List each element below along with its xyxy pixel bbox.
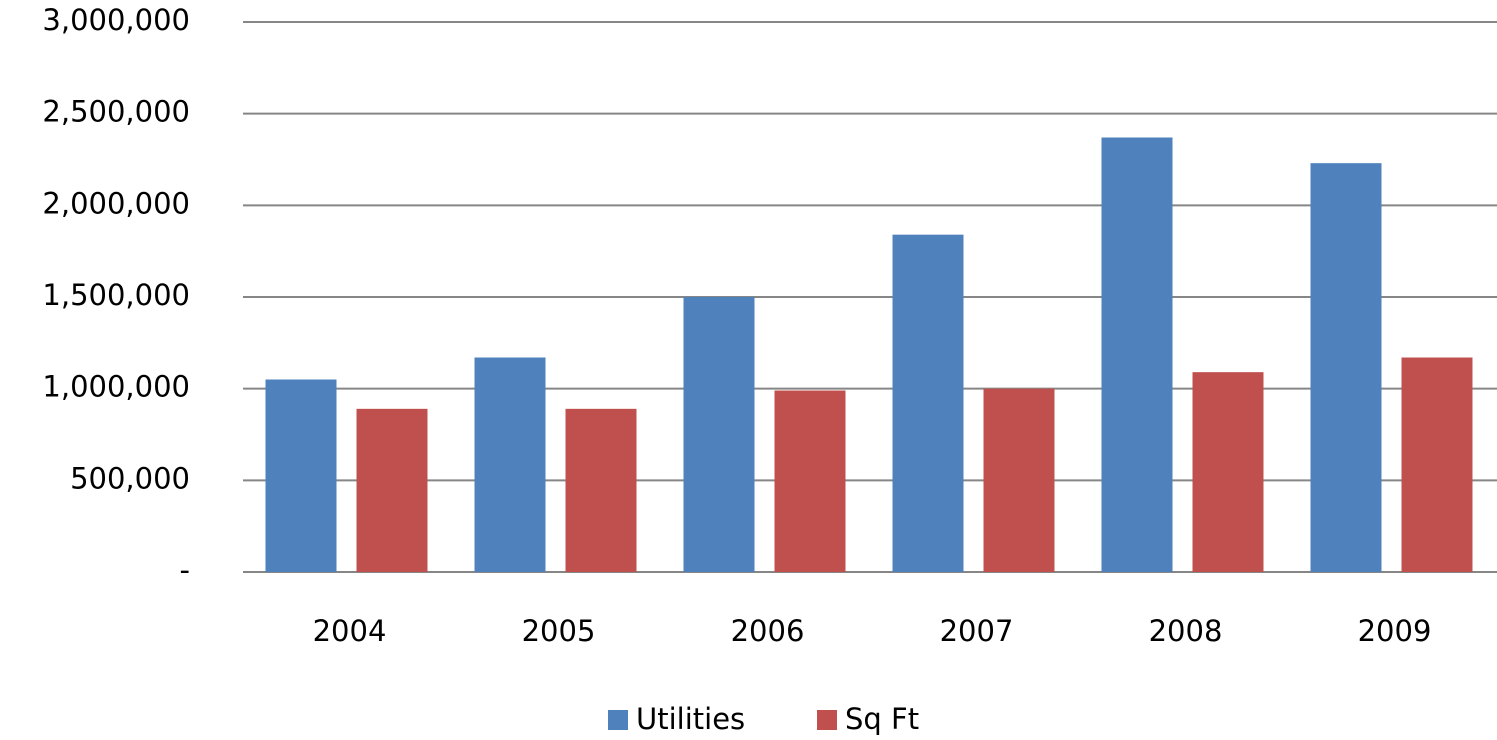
x-tick-label: 2005 [522, 614, 596, 648]
bar [1192, 372, 1264, 572]
bar [983, 388, 1055, 572]
x-tick-label: 2009 [1358, 614, 1432, 648]
x-tick-label: 2006 [731, 614, 805, 648]
bar [892, 234, 964, 572]
x-tick-label: 2008 [1149, 614, 1223, 648]
bar [1310, 163, 1382, 572]
y-tick-label: 2,000,000 [42, 186, 190, 220]
legend-swatch [608, 710, 628, 730]
bar [1101, 137, 1173, 572]
legend-label: Sq Ft [845, 702, 919, 736]
legend-label: Utilities [636, 702, 745, 736]
legend-swatch [817, 710, 837, 730]
bar [683, 297, 755, 572]
y-tick-label: 1,000,000 [42, 370, 190, 404]
y-tick-label: 1,500,000 [42, 278, 190, 312]
bar [565, 408, 637, 572]
x-tick-label: 2007 [940, 614, 1014, 648]
bar [356, 408, 428, 572]
y-tick-label: - [180, 553, 190, 587]
bar [474, 357, 546, 572]
bar [1401, 357, 1473, 572]
bar [265, 379, 337, 572]
y-tick-label: 500,000 [70, 461, 190, 495]
y-tick-label: 3,000,000 [42, 3, 190, 37]
y-tick-label: 2,500,000 [42, 95, 190, 129]
bar [774, 390, 846, 572]
x-tick-label: 2004 [313, 614, 387, 648]
